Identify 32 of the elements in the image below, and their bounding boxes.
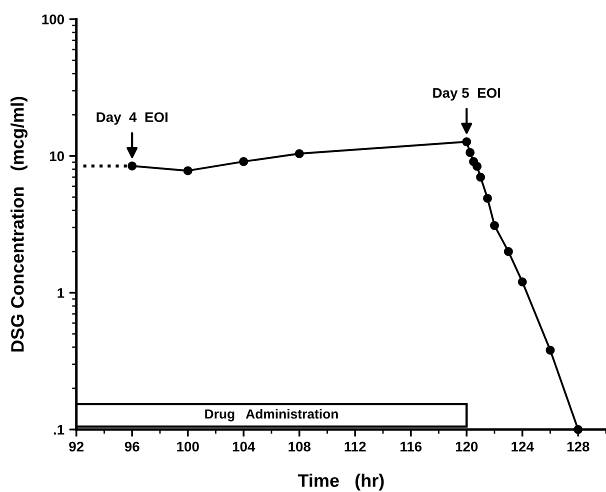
point [490, 221, 500, 230]
point [476, 172, 486, 182]
x-tick-label: 128 [567, 442, 590, 452]
point [546, 346, 555, 355]
x-tick-label: 116 [400, 442, 422, 452]
point [239, 157, 248, 166]
y-tick-label: 1 [58, 288, 64, 298]
x-axis-title: Time (hr) [298, 474, 384, 491]
point [483, 194, 492, 203]
point [294, 149, 304, 158]
x-tick-label: 124 [512, 442, 534, 452]
point [518, 277, 527, 286]
x-tick-label: 92 [69, 442, 84, 452]
y-tick-label: .1 [54, 424, 64, 435]
y-axis-title: DSG Concentration (mcg/ml) [10, 96, 28, 352]
point [466, 148, 475, 158]
point [462, 137, 472, 146]
x-tick-label: 108 [288, 442, 311, 452]
point [504, 247, 513, 256]
band-label: Drug Administration [205, 408, 338, 422]
point [128, 161, 137, 170]
y-tick-label: 10 [50, 151, 64, 162]
point [472, 162, 482, 171]
point [183, 166, 192, 176]
x-tick-label: 104 [232, 442, 256, 452]
x-tick-label: 112 [344, 442, 366, 452]
x-tick-label: 96 [124, 442, 140, 452]
annotation: Day 4 EOI [96, 112, 168, 125]
x-tick-label: 100 [177, 442, 199, 452]
x-tick-label: 120 [456, 442, 478, 452]
y-tick-label: 100 [42, 14, 64, 24]
annotation: Day 5 EOI [433, 88, 500, 101]
